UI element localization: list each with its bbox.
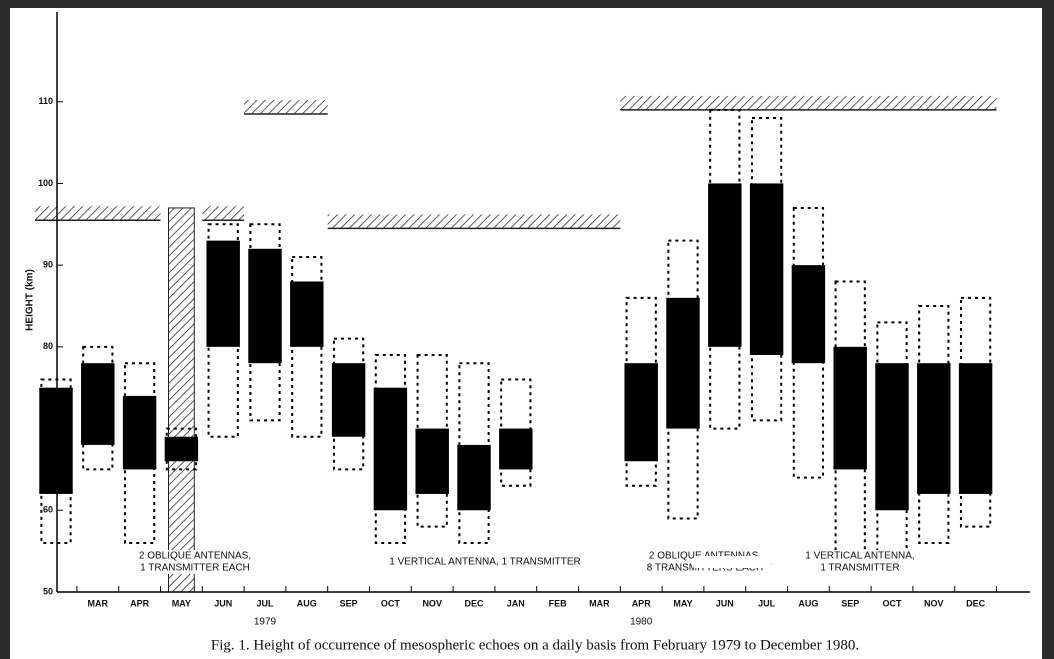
annotation-bg [107,562,283,574]
echo-core [122,395,157,470]
ceiling [494,214,537,229]
echo-range [709,108,741,430]
annotation: 1 VERTICAL ANTENNA, [805,551,914,562]
echo-core [457,444,491,511]
x-tick-label: JUN [214,598,232,608]
x-tick-label: FEB [549,598,568,608]
annotation: 1 TRANSMITTER [820,563,899,574]
echo-core [666,297,700,429]
ceiling [76,206,119,221]
x-tick-label: DEC [464,598,484,608]
y-tick-label: 90 [43,260,53,270]
ceiling [829,95,872,110]
echo-core [624,363,658,462]
echo-core [81,363,115,445]
ceiling [954,95,997,110]
echo-range [82,345,114,471]
y-axis-label: HEIGHT (km) [25,269,36,331]
echo-core [499,428,533,470]
ceiling [202,206,245,221]
year-label: 1980 [630,617,653,628]
echo-core [415,428,449,494]
ceiling [703,95,746,110]
annotation: 1 VERTICAL ANTENNA, 1 TRANSMITTER [389,557,581,568]
echo-core [206,240,240,347]
annotation-bg [772,550,948,562]
y-tick-label: 110 [38,96,53,106]
y-tick-label: 60 [43,505,53,515]
ceiling [453,214,495,229]
echo-core [875,363,909,511]
gap-band [168,207,195,593]
ceiling [912,95,955,110]
x-tick-label: JUL [256,598,274,608]
x-tick-label: AUG [798,598,818,608]
ceiling [327,214,370,229]
x-tick-label: SEP [841,598,859,608]
y-tick-label: 80 [43,341,53,351]
annotation: 1 TRANSMITTER EACH [140,563,250,574]
echo-core [833,346,867,470]
echo-core [290,281,324,347]
x-tick-label: JUN [716,598,734,608]
x-tick-label: MAY [172,598,191,608]
x-tick-label: OCT [381,598,401,608]
echo-core [39,387,73,494]
x-tick-label: SEP [340,598,358,608]
ceiling [118,206,161,221]
annotation: 8 TRANSMITTERS EACH [647,563,764,574]
echo-core [248,248,282,364]
ceiling [285,99,328,114]
ceiling [369,214,412,229]
echo-range [374,354,407,544]
echo-core [331,363,366,437]
ceiling [35,206,77,221]
x-tick-label: MAR [589,598,610,608]
y-tick-label: 50 [43,586,53,596]
ceiling [620,95,663,110]
annotation-bg [397,556,573,568]
echo-core [373,387,408,511]
echo-core [708,183,742,347]
echo-core [917,363,951,494]
ceiling [787,95,830,110]
echo-core [749,183,784,356]
year-label: 1979 [254,617,277,628]
annotation-bg [772,562,948,574]
ceiling [745,95,788,110]
echo-core [958,363,993,494]
x-tick-label: MAY [673,598,692,608]
ceiling [871,95,913,110]
ceiling [411,214,454,229]
caption: Fig. 1. Height of occurrence of mesosphe… [211,637,859,653]
annotation-bg [107,550,283,562]
x-tick-label: DEC [966,598,986,608]
annotation: 2 OBLIQUE ANTENNAS, [139,551,251,562]
echo-range [625,296,657,487]
x-tick-label: NOV [924,598,944,608]
echo-core [791,265,826,364]
ceiling [578,214,621,229]
x-tick-label: APR [130,598,150,608]
x-tick-label: AUG [297,598,317,608]
x-tick-label: OCT [883,598,903,608]
ceiling [536,214,579,229]
x-tick-label: JAN [507,598,525,608]
x-tick-label: MAR [88,598,109,608]
x-tick-label: JUL [758,598,776,608]
echo-core [164,436,199,462]
x-tick-label: NOV [422,598,442,608]
y-tick-label: 100 [38,178,53,188]
x-tick-label: APR [632,598,652,608]
ceiling [662,95,704,110]
ceiling [244,99,286,114]
